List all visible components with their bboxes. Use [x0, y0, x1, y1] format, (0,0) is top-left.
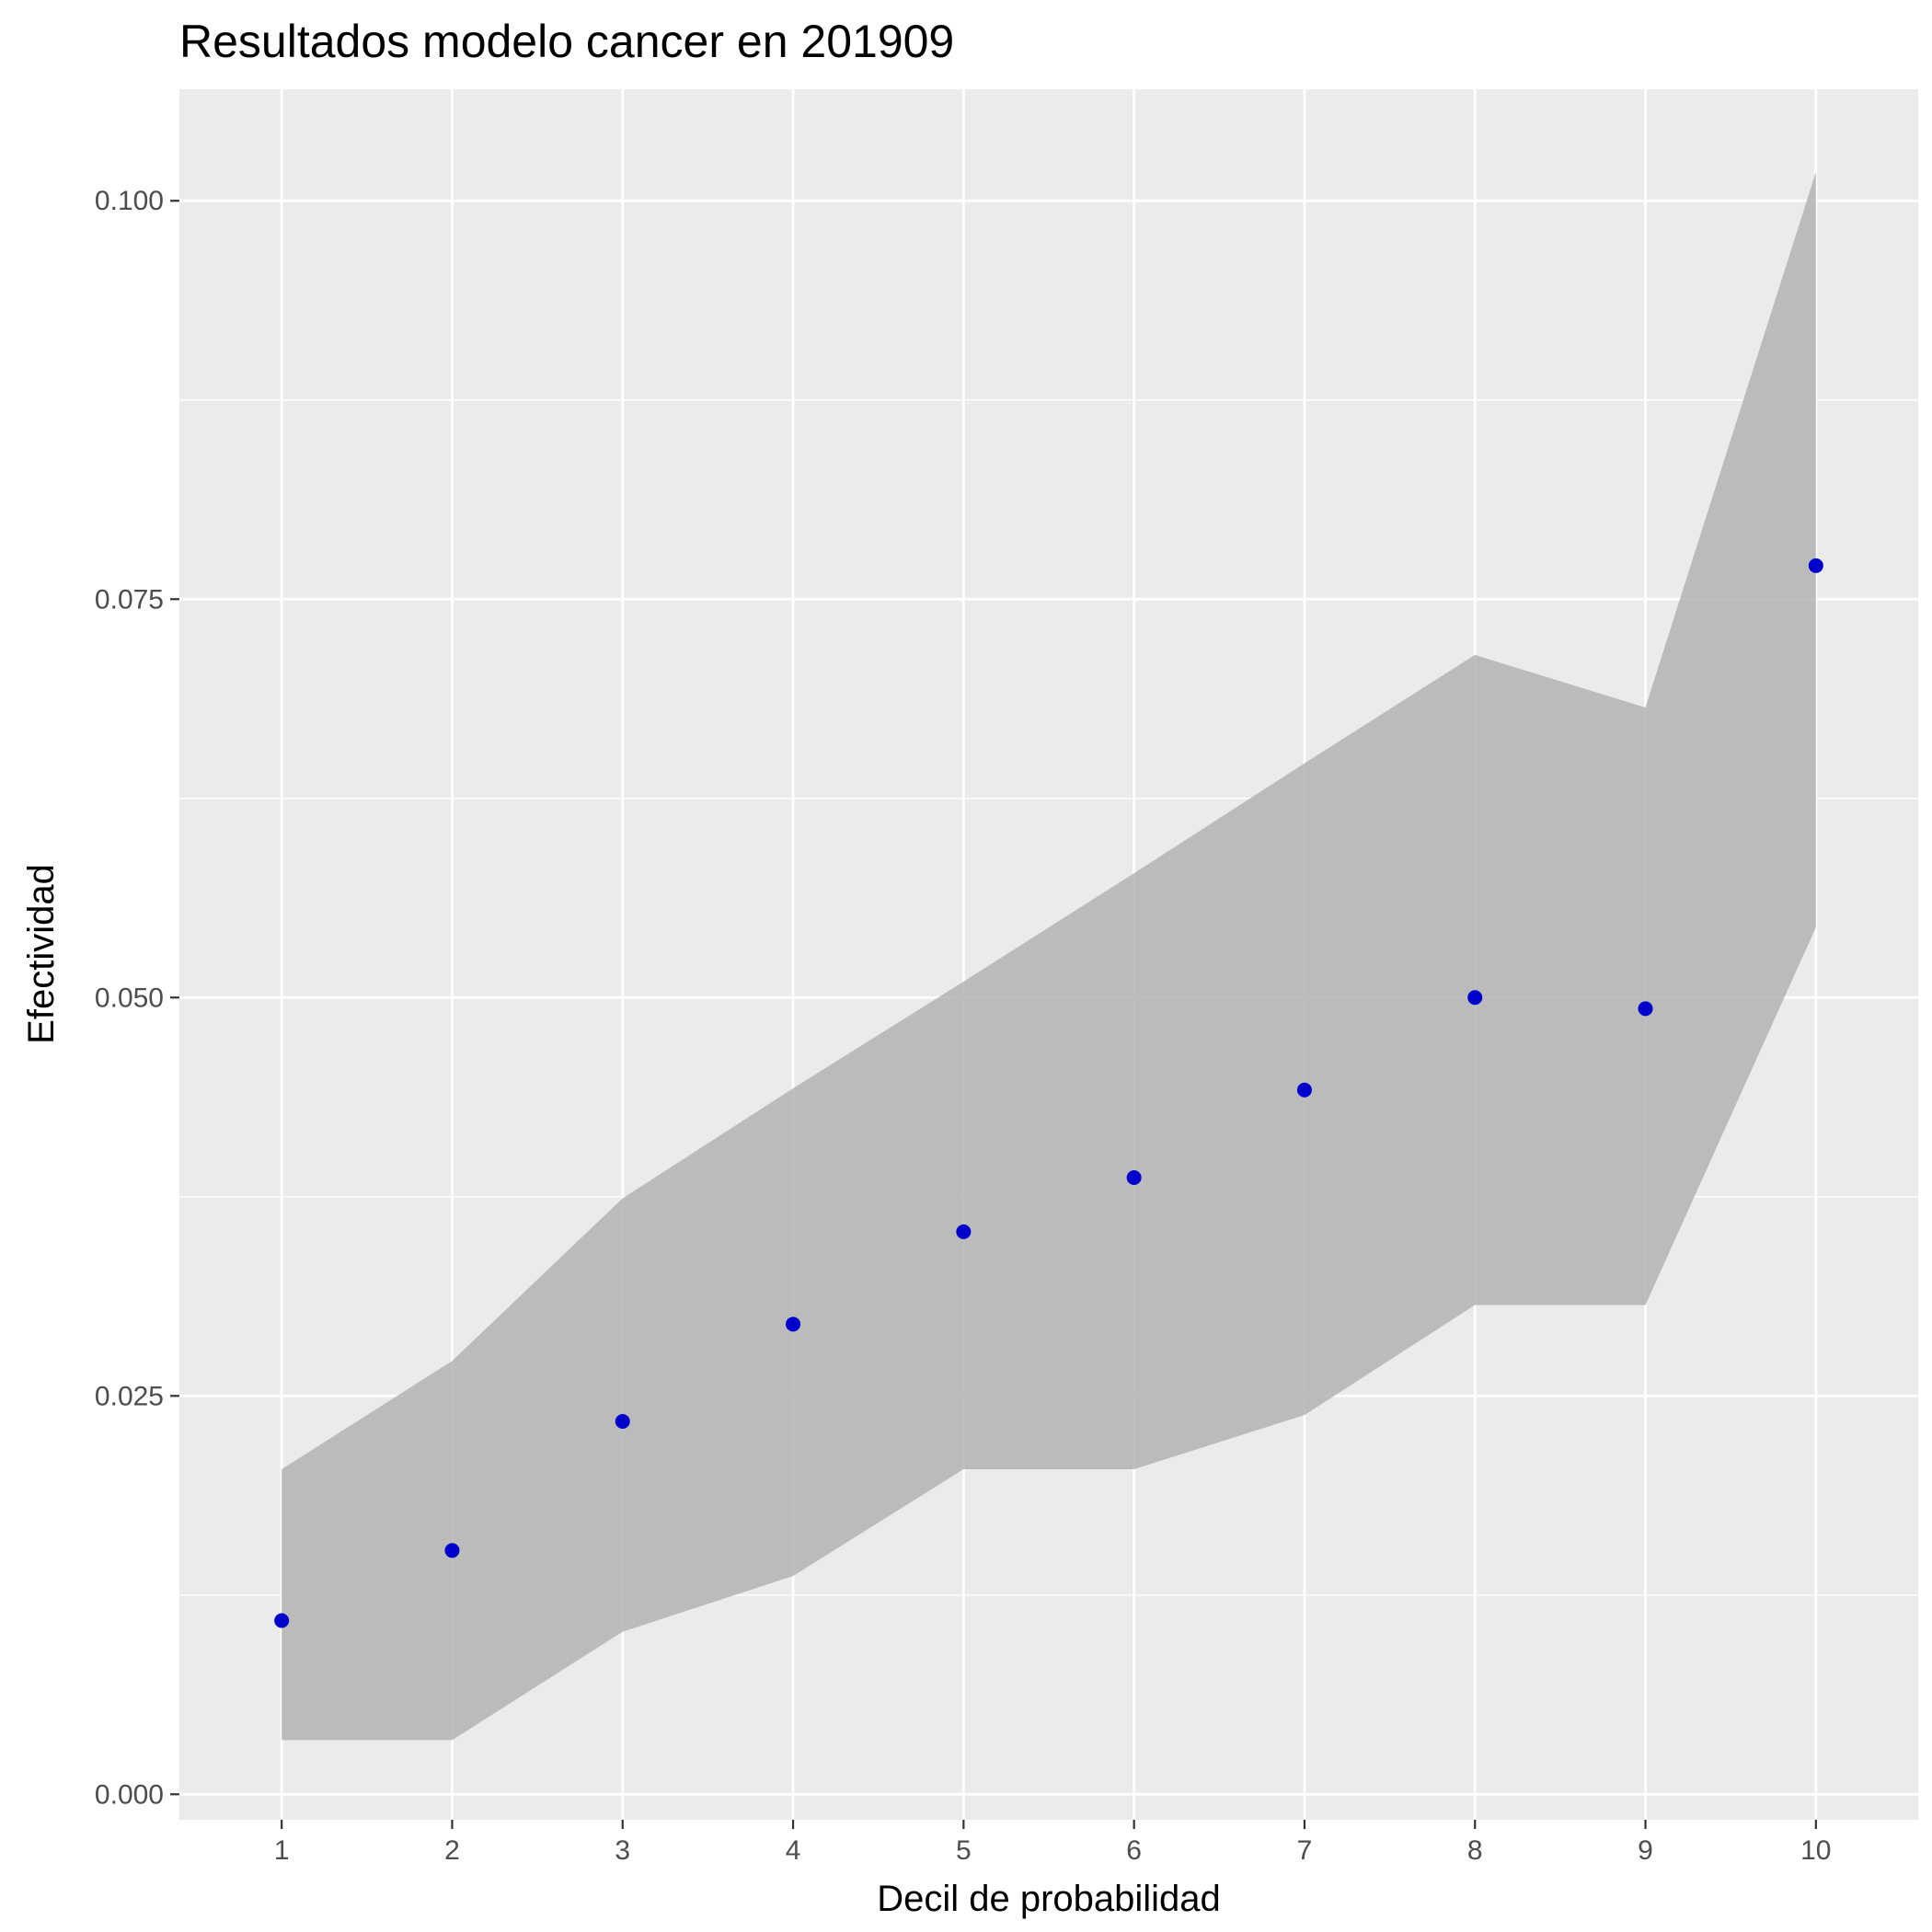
data-point: [615, 1413, 630, 1429]
data-point: [1808, 558, 1823, 573]
x-tick-label: 7: [1297, 1835, 1313, 1866]
y-tick-label: 0.075: [95, 584, 164, 615]
x-tick-label: 4: [786, 1835, 801, 1866]
data-point: [1296, 1082, 1312, 1098]
y-tick-label: 0.050: [95, 983, 164, 1013]
y-tick-label: 0.025: [95, 1381, 164, 1411]
x-tick-label: 1: [274, 1835, 290, 1866]
x-axis: 1 2 3 4 5 6 7 8 9 10: [274, 1820, 1832, 1866]
confidence-band: [282, 172, 1816, 1741]
data-point: [444, 1543, 460, 1558]
y-tick-label: 0.100: [95, 186, 164, 216]
y-tick-label: 0.000: [95, 1779, 164, 1810]
y-axis: 0.000 0.025 0.050 0.075 0.100: [95, 186, 179, 1810]
data-point: [1467, 990, 1483, 1006]
data-point: [786, 1317, 801, 1332]
x-tick-label: 9: [1638, 1835, 1653, 1866]
y-axis-title: Efectividad: [21, 864, 62, 1044]
data-point: [274, 1613, 290, 1628]
data-point: [1126, 1169, 1142, 1185]
x-tick-label: 6: [1126, 1835, 1142, 1866]
data-points: [274, 558, 1823, 1628]
x-axis-title: Decil de probabilidad: [877, 1879, 1221, 1919]
data-point: [956, 1224, 972, 1239]
x-tick-label: 8: [1467, 1835, 1483, 1866]
chart-title: Resultados modelo cancer en 201909: [179, 16, 954, 67]
x-tick-label: 3: [615, 1835, 630, 1866]
x-tick-label: 5: [956, 1835, 972, 1866]
x-tick-label: 10: [1800, 1835, 1831, 1866]
data-point: [1638, 1001, 1653, 1017]
x-tick-label: 2: [444, 1835, 460, 1866]
